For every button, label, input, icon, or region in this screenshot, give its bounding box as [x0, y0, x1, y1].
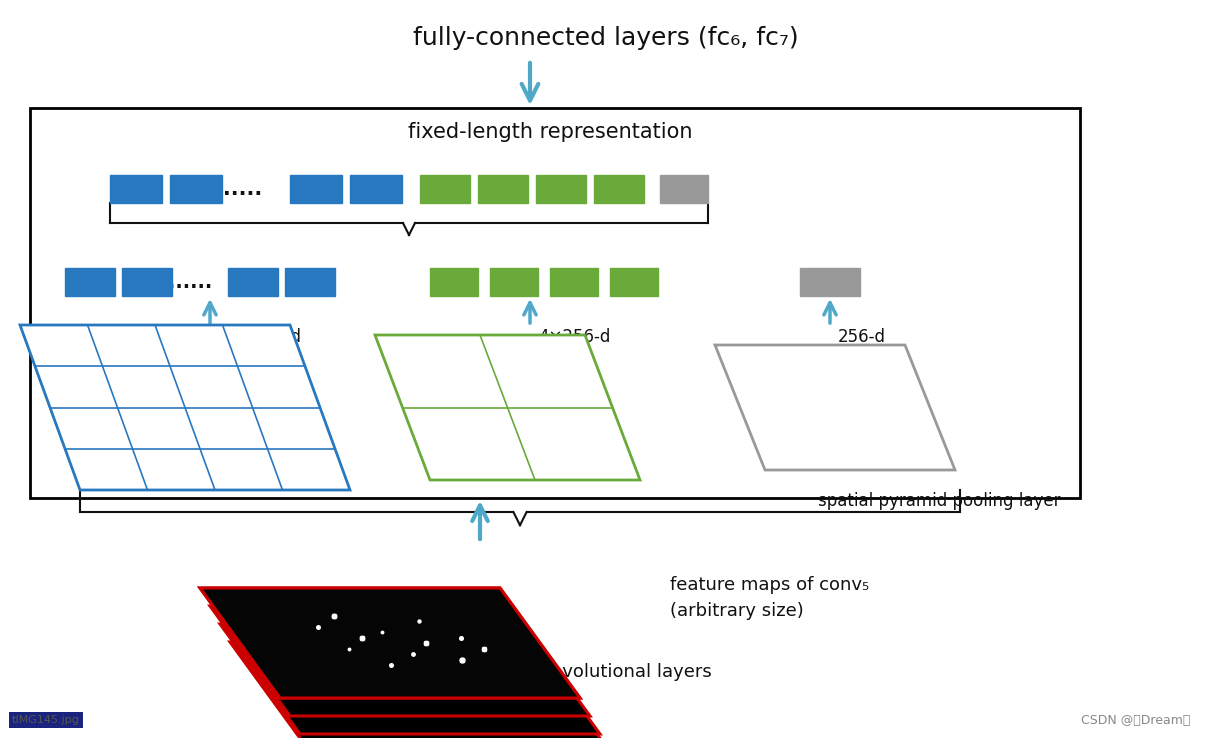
Polygon shape	[210, 606, 590, 716]
Bar	[350, 175, 402, 203]
Bar	[228, 268, 278, 296]
Bar	[421, 175, 470, 203]
Polygon shape	[375, 335, 640, 480]
Polygon shape	[200, 588, 581, 698]
Bar	[536, 175, 585, 203]
Text: tIMG145.jpg: tIMG145.jpg	[12, 715, 80, 725]
Text: input image: input image	[372, 714, 488, 734]
Bar	[610, 268, 658, 296]
Polygon shape	[21, 325, 350, 490]
FancyBboxPatch shape	[30, 108, 1080, 498]
Polygon shape	[221, 624, 600, 734]
Bar	[550, 268, 598, 296]
Polygon shape	[200, 588, 581, 698]
Text: ......: ......	[168, 272, 212, 292]
Text: feature maps of conv₅
(arbitrary size): feature maps of conv₅ (arbitrary size)	[670, 576, 869, 619]
Bar	[478, 175, 528, 203]
Bar	[290, 175, 342, 203]
Text: fixed-length representation: fixed-length representation	[407, 122, 692, 142]
Bar	[490, 268, 538, 296]
Text: CSDN @是Dream呀: CSDN @是Dream呀	[1081, 714, 1190, 726]
Bar	[430, 268, 478, 296]
Polygon shape	[230, 642, 610, 738]
Text: 16×256-d: 16×256-d	[218, 328, 301, 346]
Bar	[661, 175, 708, 203]
Polygon shape	[715, 345, 955, 470]
Text: ......: ......	[217, 179, 264, 199]
Text: fully-connected layers (fc₆, fc₇): fully-connected layers (fc₆, fc₇)	[413, 26, 799, 50]
Bar	[65, 268, 115, 296]
Bar	[170, 175, 222, 203]
Bar	[122, 268, 172, 296]
Text: spatial pyramid pooling layer: spatial pyramid pooling layer	[818, 492, 1060, 510]
Text: convolutional layers: convolutional layers	[530, 663, 711, 681]
Text: 256-d: 256-d	[837, 328, 886, 346]
Bar	[285, 268, 335, 296]
Bar	[800, 268, 861, 296]
Text: 4×256-d: 4×256-d	[538, 328, 611, 346]
Bar	[594, 175, 644, 203]
Bar	[110, 175, 162, 203]
